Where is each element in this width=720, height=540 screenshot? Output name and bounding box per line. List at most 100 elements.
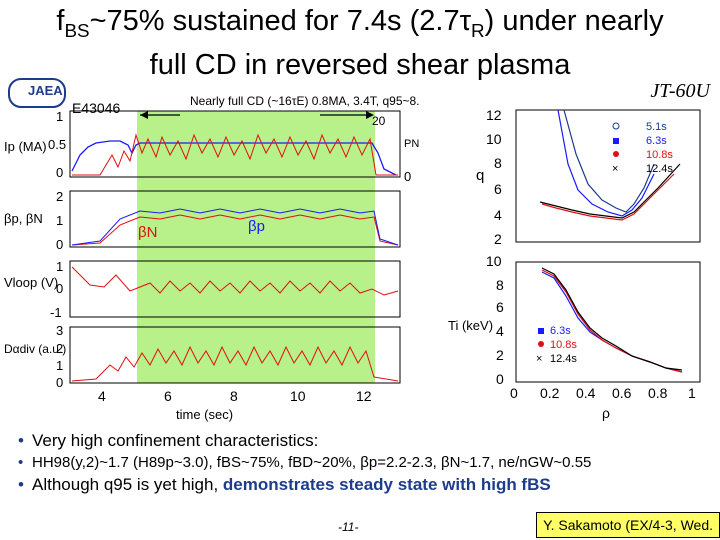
pnb-label: PNB (MW) (404, 138, 420, 150)
nearly-full-cd-annotation: Nearly full CD (~16τE) 0.8MA, 3.4T, q95~… (190, 95, 420, 108)
x-tick-6: 6 (164, 388, 172, 404)
time-trace-panel: E43046 Nearly full CD (~16τE) 0.8MA, 3.4… (4, 95, 420, 422)
ip-tick-1: 1 (56, 109, 63, 124)
bullet-2-plain: Although q95 is yet high, (32, 475, 223, 494)
ip-tick-0: 0 (56, 165, 63, 180)
ti-legend-marker-6.3s (538, 328, 544, 334)
ti-x-tick-06: 0.6 (612, 385, 632, 401)
legend-10.8s: 10.8s (646, 149, 673, 161)
ti-frame (515, 261, 701, 383)
dalpha-trace (71, 345, 399, 382)
ti-x-tick-1: 1 (688, 385, 696, 401)
ti-tick-4: 4 (496, 323, 504, 339)
x-axis-label: time (sec) (176, 407, 233, 422)
q-tick-6: 6 (494, 181, 502, 197)
legend-marker-12.4s: × (612, 163, 618, 175)
x-tick-4: 4 (98, 388, 106, 404)
legend-marker-10.8s (613, 151, 619, 157)
ti-legend: 6.3s 10.8s × 12.4s (536, 325, 577, 365)
q-tick-10: 10 (486, 131, 502, 147)
q-curve-5.1s (563, 109, 655, 213)
ti-x-tick-02: 0.2 (540, 385, 560, 401)
dalpha-tick-2: 2 (56, 341, 63, 356)
ti-legend-10.8s: 10.8s (550, 339, 577, 351)
dalpha-tick-0: 0 (56, 375, 63, 390)
pnb-tick-0: 0 (404, 169, 411, 184)
ti-tick-8: 8 (496, 277, 504, 293)
bullet-1: Very high confinement characteristics: (18, 430, 718, 452)
title-end: ) under nearly (484, 5, 664, 37)
vloop-tick-0: 0 (56, 281, 63, 296)
beta-n-trace (71, 214, 399, 246)
vloop-label: Vloop (V) (4, 275, 58, 290)
pnb-tick-20: 20 (372, 114, 386, 128)
q-tick-12: 12 (486, 107, 502, 123)
bullet-2: Although q95 is yet high, demonstrates s… (18, 474, 718, 496)
arrow-head-right (366, 111, 374, 119)
ip-tick-05: 0.5 (48, 137, 66, 152)
q-curve-6.3s (557, 109, 655, 217)
legend-marker-6.3s (613, 138, 619, 144)
ti-tick-6: 6 (496, 299, 504, 315)
ti-x-tick-08: 0.8 (648, 385, 668, 401)
legend-marker-5.1s (612, 122, 620, 130)
vloop-trace (71, 266, 399, 296)
q-tick-2: 2 (494, 231, 502, 247)
author-credit: Y. Sakamoto (EX/4-3, Wed. (536, 512, 720, 538)
dalpha-frame (69, 326, 401, 384)
legend-5.1s: 5.1s (646, 121, 667, 133)
ip-label: Ip (MA) (4, 139, 47, 154)
beta-p-trace (71, 208, 399, 246)
ti-legend-marker-12.4s: × (536, 353, 542, 365)
beta-frame (69, 190, 401, 248)
x-tick-8: 8 (230, 388, 238, 404)
bullet-2-bold: demonstrates steady state with high fBS (222, 475, 551, 494)
dalpha-tick-3: 3 (56, 323, 63, 338)
ti-legend-6.3s: 6.3s (550, 325, 571, 337)
bullet-1-detail: HH98(y,2)~1.7 (H89p~3.0), fBS~75%, fBD~2… (18, 452, 718, 474)
x-tick-10: 10 (290, 388, 306, 404)
title-mid: ~75% sustained for 7.4s (2.7τ (89, 5, 472, 37)
ti-tick-10: 10 (486, 253, 502, 269)
beta-tick-1: 1 (56, 213, 63, 228)
vloop-tick-m1: -1 (50, 305, 62, 320)
ti-tick-2: 2 (496, 347, 504, 363)
x-tick-12: 12 (356, 388, 372, 404)
title-line-1: fBS~75% sustained for 7.4s (2.7τR) under… (56, 5, 664, 41)
title-line-2: full CD in reversed shear plasma (149, 48, 571, 81)
pnb-trace (72, 133, 398, 176)
beta-p-label: βp (248, 218, 265, 235)
page-number: -11- (338, 520, 359, 534)
title-sub-r: R (471, 19, 485, 41)
arrow-head-left (140, 111, 148, 119)
ti-label: Ti (keV) (448, 318, 493, 333)
dalpha-label: Dαdiv (a.u.) (4, 342, 66, 356)
slide-title: fBS~75% sustained for 7.4s (2.7τR) under… (0, 4, 720, 82)
ti-tick-0: 0 (496, 371, 504, 387)
ti-x-tick-0: 0 (510, 385, 518, 401)
beta-tick-2: 2 (56, 189, 63, 204)
ti-curve-12.4s (541, 267, 683, 371)
beta-tick-0: 0 (56, 237, 63, 252)
legend-12.4s: 12.4s (646, 163, 673, 175)
dalpha-tick-1: 1 (56, 358, 63, 373)
q-frame (515, 109, 701, 243)
ti-profile-panel: 10 8 6 4 2 0 Ti (keV) 0 0.2 0.4 0.6 0.8 … (448, 253, 701, 421)
ti-legend-marker-10.8s (538, 341, 544, 347)
vloop-tick-1: 1 (56, 259, 63, 274)
title-sub-bs: BS (64, 19, 90, 41)
jaea-logo: JAEA (8, 78, 66, 108)
q-tick-8: 8 (494, 155, 502, 171)
q-legend: 5.1s 6.3s 10.8s × 12.4s (612, 121, 673, 175)
beta-n-label: βN (138, 224, 157, 241)
q-curve-10.8s (541, 173, 675, 221)
shot-number: E43046 (72, 100, 120, 116)
ip-frame (69, 110, 401, 178)
q-profile-panel: q 12 10 8 6 4 2 5.1s 6.3s 10.8s × 12.4s (476, 107, 701, 247)
q-tick-4: 4 (494, 207, 502, 223)
bullet-list: Very high confinement characteristics: H… (18, 430, 718, 496)
legend-6.3s: 6.3s (646, 135, 667, 147)
q-curve-12.4s (539, 163, 681, 219)
beta-label: βp, βN (4, 211, 43, 226)
ti-x-label: ρ (602, 405, 610, 421)
